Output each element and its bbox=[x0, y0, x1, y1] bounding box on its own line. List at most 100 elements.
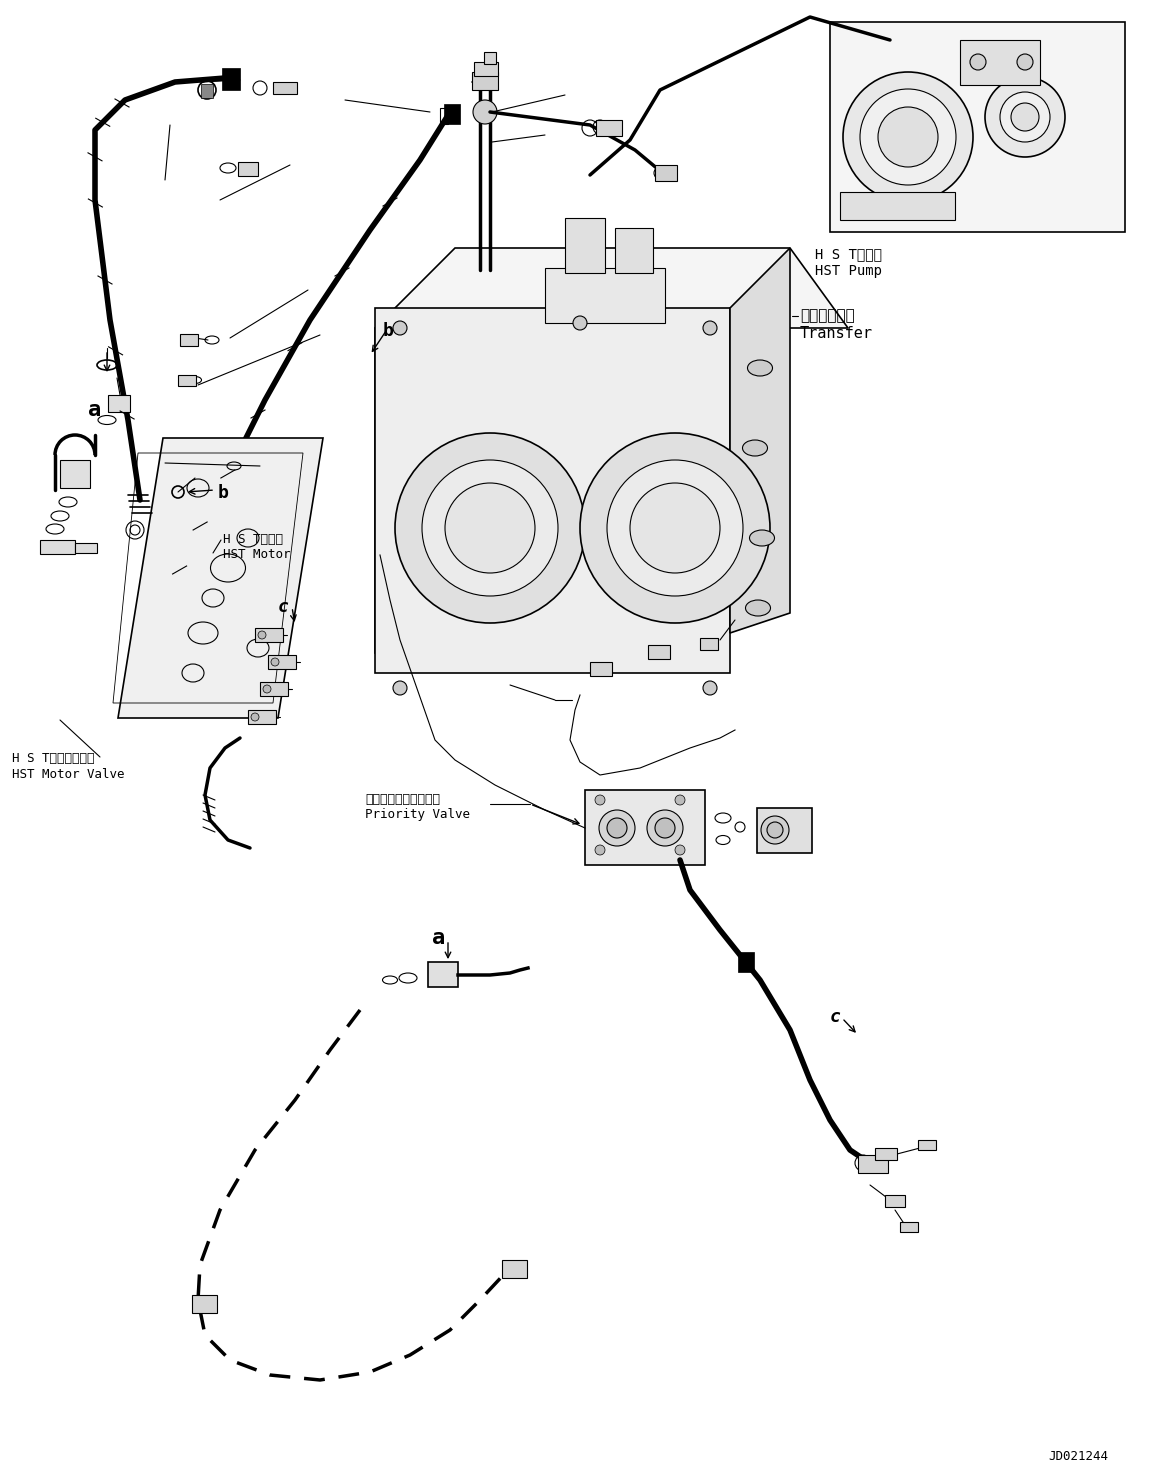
Circle shape bbox=[393, 321, 407, 334]
Circle shape bbox=[675, 846, 685, 854]
Bar bbox=[830, 22, 1125, 233]
Bar bbox=[238, 162, 258, 175]
Text: HST Motor: HST Motor bbox=[223, 548, 291, 561]
Bar bbox=[502, 1259, 527, 1279]
Bar bbox=[255, 627, 283, 642]
Circle shape bbox=[647, 810, 683, 846]
Circle shape bbox=[395, 433, 585, 623]
Bar bbox=[648, 645, 670, 658]
Bar bbox=[840, 191, 955, 219]
Bar bbox=[60, 460, 90, 488]
Ellipse shape bbox=[748, 359, 772, 376]
Text: H S Tモータバルブ: H S Tモータバルブ bbox=[12, 753, 94, 764]
Circle shape bbox=[473, 100, 497, 124]
Bar bbox=[428, 962, 458, 987]
Bar bbox=[222, 68, 240, 90]
Ellipse shape bbox=[742, 440, 768, 457]
Bar bbox=[178, 376, 197, 386]
Polygon shape bbox=[374, 247, 848, 328]
Bar bbox=[595, 119, 622, 136]
Ellipse shape bbox=[749, 530, 775, 546]
Bar bbox=[565, 218, 605, 273]
Bar bbox=[261, 682, 288, 697]
Bar bbox=[440, 108, 448, 124]
Bar bbox=[74, 544, 97, 552]
Circle shape bbox=[843, 72, 973, 202]
Circle shape bbox=[258, 630, 266, 639]
Bar bbox=[40, 541, 74, 554]
Bar bbox=[585, 790, 705, 865]
Bar bbox=[374, 308, 730, 673]
Bar bbox=[700, 638, 718, 650]
Circle shape bbox=[607, 460, 743, 597]
Circle shape bbox=[630, 483, 720, 573]
Bar bbox=[615, 228, 652, 273]
Text: c: c bbox=[830, 1008, 841, 1027]
Bar bbox=[248, 710, 276, 725]
Bar bbox=[959, 40, 1040, 85]
Ellipse shape bbox=[745, 600, 771, 616]
Bar bbox=[545, 268, 665, 323]
Circle shape bbox=[702, 321, 718, 334]
Polygon shape bbox=[117, 437, 323, 717]
Circle shape bbox=[675, 795, 685, 806]
Circle shape bbox=[859, 88, 956, 186]
Polygon shape bbox=[730, 247, 790, 633]
Text: b: b bbox=[217, 485, 229, 502]
Text: トランスファ: トランスファ bbox=[800, 308, 855, 323]
Text: Priority Valve: Priority Valve bbox=[365, 809, 470, 820]
Circle shape bbox=[985, 77, 1065, 158]
Text: HST Motor Valve: HST Motor Valve bbox=[12, 767, 124, 781]
Text: a: a bbox=[431, 928, 445, 949]
Circle shape bbox=[573, 317, 587, 330]
Circle shape bbox=[1016, 55, 1033, 71]
Bar bbox=[472, 72, 498, 90]
Text: b: b bbox=[383, 323, 394, 340]
Circle shape bbox=[445, 483, 535, 573]
Bar bbox=[444, 105, 461, 124]
Bar bbox=[900, 1223, 918, 1231]
Circle shape bbox=[878, 108, 939, 166]
Circle shape bbox=[702, 681, 718, 695]
Circle shape bbox=[595, 846, 605, 854]
Circle shape bbox=[271, 658, 279, 666]
Circle shape bbox=[655, 818, 675, 838]
Circle shape bbox=[263, 685, 271, 692]
Text: c: c bbox=[278, 598, 288, 616]
Bar bbox=[484, 52, 495, 63]
Bar bbox=[875, 1147, 897, 1161]
Text: a: a bbox=[88, 401, 101, 420]
Text: プライオリティバルブ: プライオリティバルブ bbox=[365, 792, 440, 806]
Circle shape bbox=[422, 460, 558, 597]
Circle shape bbox=[251, 713, 259, 720]
Circle shape bbox=[599, 810, 635, 846]
Bar bbox=[655, 165, 677, 181]
Text: Transfer: Transfer bbox=[800, 326, 873, 342]
Bar bbox=[192, 1295, 217, 1312]
Circle shape bbox=[1000, 91, 1050, 141]
Circle shape bbox=[970, 55, 986, 71]
Bar bbox=[885, 1195, 905, 1206]
Text: H S Tポンプ: H S Tポンプ bbox=[815, 247, 882, 261]
Bar bbox=[201, 84, 213, 99]
Bar bbox=[475, 62, 498, 77]
Circle shape bbox=[607, 818, 627, 838]
Circle shape bbox=[393, 681, 407, 695]
Bar bbox=[273, 82, 297, 94]
Polygon shape bbox=[374, 328, 709, 653]
Circle shape bbox=[595, 795, 605, 806]
Bar bbox=[757, 809, 812, 853]
Text: HST Pump: HST Pump bbox=[815, 264, 882, 278]
Bar bbox=[858, 1155, 889, 1173]
Bar bbox=[590, 661, 612, 676]
Polygon shape bbox=[108, 395, 130, 412]
Text: JD021244: JD021244 bbox=[1048, 1449, 1108, 1463]
Bar bbox=[739, 952, 754, 972]
Bar bbox=[918, 1140, 936, 1150]
Bar bbox=[267, 655, 297, 669]
Circle shape bbox=[761, 816, 789, 844]
Circle shape bbox=[580, 433, 770, 623]
Text: H S Tモータ: H S Tモータ bbox=[223, 533, 283, 546]
Circle shape bbox=[1011, 103, 1039, 131]
Circle shape bbox=[768, 822, 783, 838]
